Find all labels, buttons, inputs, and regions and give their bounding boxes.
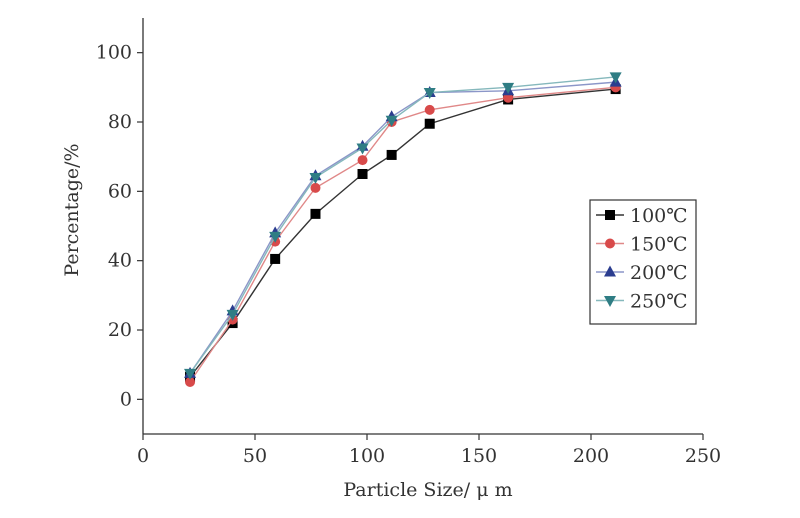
data-point	[269, 231, 282, 243]
data-point	[357, 169, 368, 179]
y-axis-title: Percentage/%	[61, 143, 83, 276]
data-point	[309, 172, 322, 184]
legend-marker	[604, 265, 616, 277]
series-line	[189, 81, 616, 374]
data-point	[185, 377, 196, 387]
data-point	[270, 253, 281, 264]
data-point	[385, 115, 398, 127]
legend-marker	[605, 238, 615, 249]
series-line	[189, 76, 616, 374]
series-1	[185, 84, 621, 382]
axes: 0 50 100 150 200 250 0 20 40 60 80 100	[96, 18, 721, 467]
legend-label: 250℃	[630, 291, 688, 313]
legend-item: 200℃	[596, 262, 688, 284]
series-4	[184, 72, 622, 380]
x-tick-label: 150	[461, 445, 497, 467]
legend-item: 150℃	[596, 234, 688, 256]
x-tick-label: 100	[349, 445, 385, 467]
legend-label: 200℃	[630, 262, 688, 284]
y-tick-label: 100	[96, 42, 132, 64]
x-tick-label: 0	[137, 445, 149, 467]
y-tick-label: 20	[108, 319, 132, 341]
series-line	[189, 88, 616, 378]
legend-label: 150℃	[630, 234, 688, 256]
data-point	[310, 182, 321, 193]
x-tick-label: 50	[243, 445, 267, 467]
data-point	[226, 309, 239, 321]
data-point	[356, 143, 369, 155]
series-3	[184, 75, 622, 378]
legend-label: 100℃	[630, 205, 688, 227]
data-point	[424, 118, 435, 129]
data-point	[386, 149, 397, 160]
legend-item: 100℃	[596, 205, 688, 227]
x-tick-label: 250	[685, 445, 721, 467]
data-point	[423, 88, 436, 100]
y-tick-label: 40	[108, 250, 132, 272]
x-tick-label: 200	[573, 445, 609, 467]
data-point	[609, 72, 622, 84]
series-line	[189, 86, 616, 383]
x-axis-title: Particle Size/ μ m	[343, 479, 512, 501]
legend-marker	[604, 296, 616, 307]
legend-box	[589, 199, 697, 325]
y-tick-label: 60	[108, 180, 132, 202]
y-tick-label: 80	[108, 111, 132, 133]
data-point	[184, 368, 197, 380]
data-point	[357, 155, 368, 166]
y-tick-label: 0	[120, 388, 132, 410]
legend-marker	[605, 210, 615, 220]
series-2	[185, 82, 621, 387]
legend-item: 250℃	[596, 291, 688, 313]
data-point	[310, 208, 321, 219]
series-layer	[184, 72, 622, 387]
data-point	[502, 82, 515, 94]
data-point	[424, 104, 435, 115]
legend: 100℃ 150℃ 200℃ 250℃	[589, 199, 697, 325]
